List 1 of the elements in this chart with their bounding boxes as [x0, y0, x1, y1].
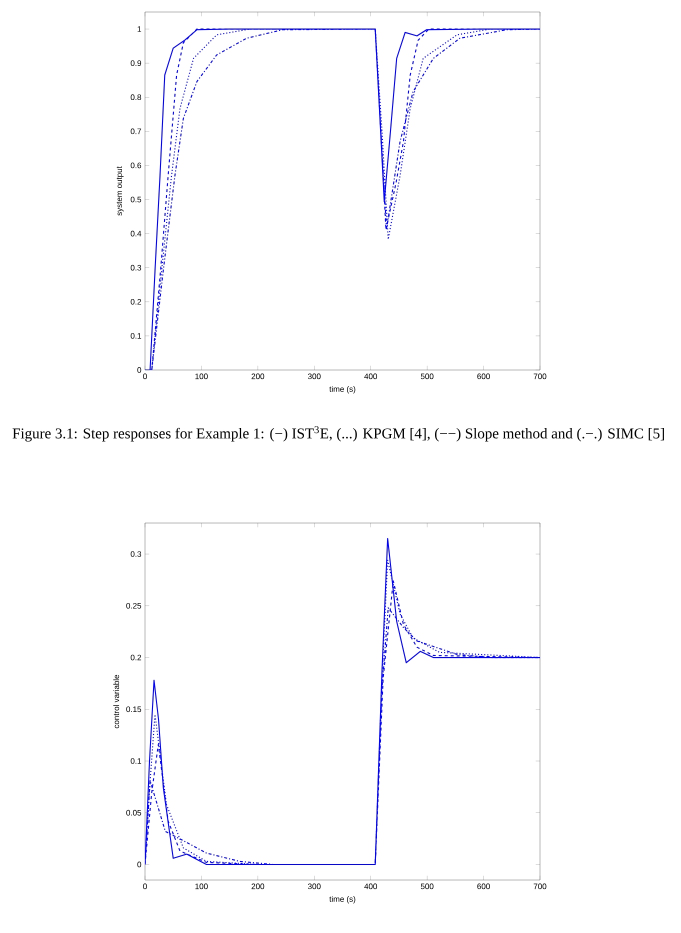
caption: Figure 3.1: Step responses for Example 1: (−) IST$^{3}$E, (...) KPGM [4], (−−) Slope method and (.−.) SIMC [5] [12, 426, 664, 442]
